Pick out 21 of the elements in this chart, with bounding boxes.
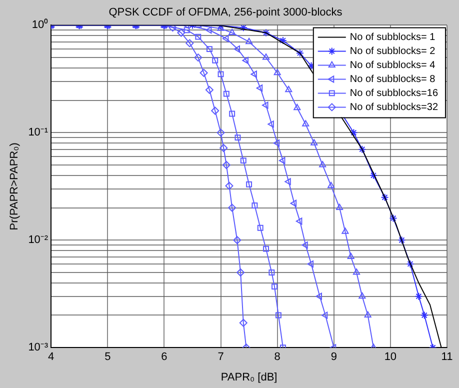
x-tick-label: 8: [274, 351, 280, 364]
legend-label: No of subblocks=16: [350, 88, 438, 99]
y-tick-label: 10⁻³: [28, 342, 48, 354]
x-tick-label: 6: [161, 351, 168, 364]
legend-label: No of subblocks= 1: [350, 32, 436, 43]
legend-label: No of subblocks=32: [350, 102, 438, 113]
y-tick-label: 10⁻²: [28, 234, 48, 246]
x-tick-label: 10: [384, 351, 397, 364]
legend-label: No of subblocks= 4: [350, 60, 436, 71]
x-tick-label: 9: [330, 351, 337, 364]
y-axis-title: Pr(PAPR>PAPR₀): [8, 142, 21, 230]
y-tick-label: 10⁻¹: [28, 126, 48, 139]
x-tick-label: 7: [218, 351, 224, 364]
x-tick-label: 5: [104, 351, 111, 364]
y-tick-label: 10⁰: [32, 18, 48, 32]
x-tick-label: 4: [48, 351, 54, 364]
x-axis-title: PAPR₀ [dB]: [220, 371, 278, 384]
legend-label: No of subblocks= 8: [350, 74, 436, 85]
x-tick-label: 11: [441, 351, 453, 364]
legend-label: No of subblocks= 2: [350, 46, 436, 57]
chart-title: QPSK CCDF of OFDMA, 256-point 3000-blocks: [108, 6, 343, 19]
